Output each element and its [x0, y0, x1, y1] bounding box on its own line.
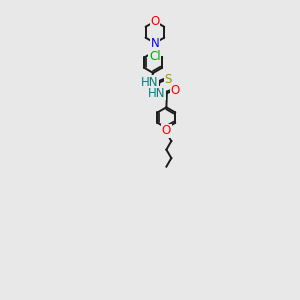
- Text: HN: HN: [141, 76, 158, 89]
- Text: N: N: [151, 37, 159, 50]
- Text: O: O: [150, 15, 160, 28]
- Text: O: O: [162, 124, 171, 137]
- Text: S: S: [164, 73, 172, 85]
- Text: Cl: Cl: [149, 50, 161, 63]
- Text: HN: HN: [148, 87, 165, 100]
- Text: O: O: [170, 84, 179, 97]
